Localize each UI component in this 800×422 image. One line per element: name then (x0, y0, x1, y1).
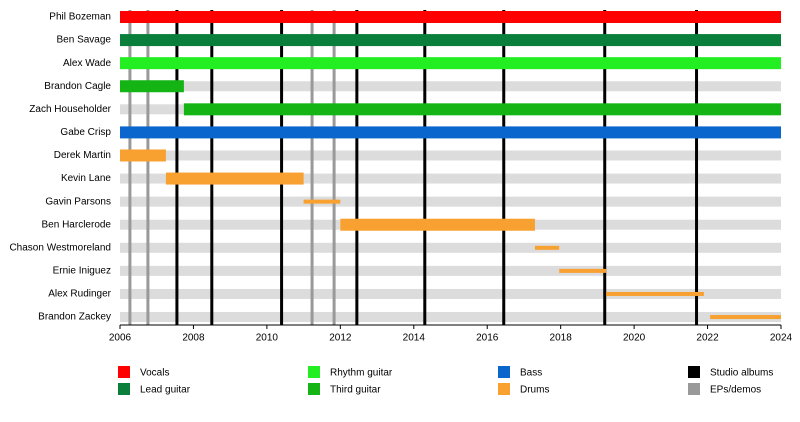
legend-label: Studio albums (710, 368, 773, 379)
row-label: Gavin Parsons (45, 196, 111, 207)
row-background (120, 242, 781, 253)
legend-swatch (308, 383, 320, 395)
legend-swatch (308, 366, 320, 378)
row-label: Alex Rudinger (48, 289, 111, 300)
row-label: Zach Householder (29, 104, 111, 115)
row-label: Alex Wade (63, 58, 111, 69)
row-background (120, 150, 781, 161)
row-background (120, 173, 781, 184)
bar (710, 315, 781, 320)
x-tick-label: 2010 (256, 333, 279, 344)
bar (120, 57, 781, 70)
bar (120, 126, 781, 139)
bar (183, 103, 781, 116)
row-label: Chason Westmoreland (9, 242, 111, 253)
bar (120, 34, 781, 47)
row-background (120, 265, 781, 276)
row-label: Kevin Lane (61, 173, 111, 184)
row-background (120, 196, 781, 207)
bar (120, 11, 781, 23)
row-background (120, 288, 781, 299)
row-background (120, 81, 781, 92)
row-label: Ben Harclerode (42, 219, 112, 230)
legend-swatch (118, 366, 130, 378)
legend-swatch (498, 383, 510, 395)
bar (559, 268, 607, 273)
x-tick-label: 2024 (770, 333, 793, 344)
bar (534, 245, 560, 250)
legend-swatch (688, 383, 700, 395)
row-label: Gabe Crisp (60, 127, 111, 138)
row-label: Ernie Iniguez (53, 266, 111, 277)
legend-label: Rhythm guitar (330, 368, 393, 379)
legend-label: Vocals (140, 368, 169, 379)
legend-swatch (498, 366, 510, 378)
bar (120, 149, 166, 162)
legend-label: EPs/demos (710, 385, 761, 396)
x-tick-label: 2008 (182, 333, 205, 344)
row-background (120, 312, 781, 323)
row-label: Ben Savage (57, 35, 112, 46)
x-tick-label: 2018 (550, 333, 573, 344)
bar (606, 291, 704, 296)
legend-label: Third guitar (330, 385, 381, 396)
x-tick-label: 2014 (403, 333, 426, 344)
legend-swatch (118, 383, 130, 395)
row-label: Phil Bozeman (49, 12, 111, 23)
x-tick-label: 2022 (696, 333, 719, 344)
bar (303, 199, 341, 204)
bar (165, 172, 304, 185)
row-label: Brandon Zackey (38, 312, 111, 323)
legend-label: Lead guitar (140, 385, 191, 396)
legend-label: Bass (520, 368, 542, 379)
x-tick-label: 2020 (623, 333, 646, 344)
row-label: Derek Martin (54, 150, 111, 161)
row-label: Brandon Cagle (44, 81, 111, 92)
x-tick-label: 2016 (476, 333, 499, 344)
legend-swatch (688, 366, 700, 378)
bar (340, 218, 535, 231)
x-tick-label: 2006 (109, 333, 132, 344)
legend-label: Drums (520, 385, 549, 396)
bar (120, 80, 184, 93)
x-tick-label: 2012 (329, 333, 352, 344)
